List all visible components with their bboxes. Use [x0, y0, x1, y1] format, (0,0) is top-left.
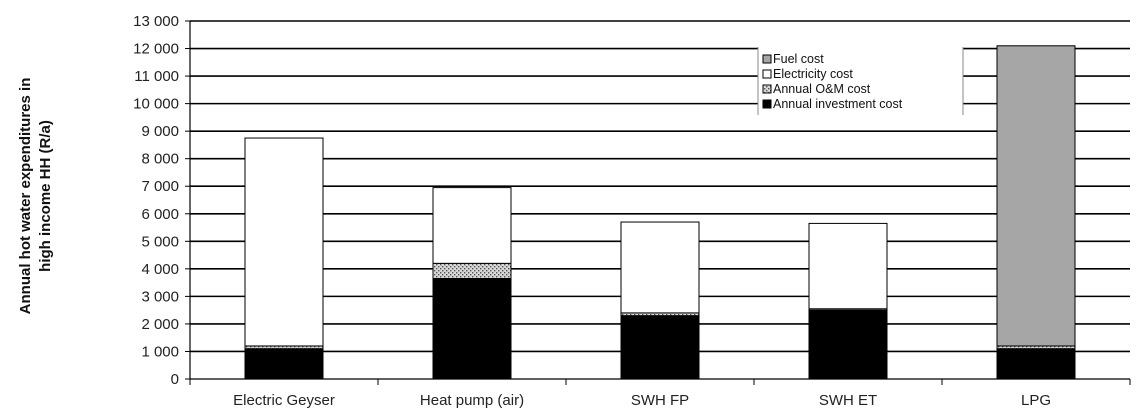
legend-label: Annual investment cost	[773, 97, 903, 111]
bar-segment-electricity-cost	[432, 187, 512, 264]
y-tick-label: 3 000	[141, 288, 179, 305]
y-tick-label: 9 000	[141, 123, 179, 140]
y-tick-label: 7 000	[141, 178, 179, 195]
bar-segment-annual-o-m-cost	[432, 262, 512, 279]
x-category-label: LPG	[1021, 392, 1051, 409]
x-category-label: SWH ET	[819, 392, 877, 409]
y-tick-label: 13 000	[133, 13, 179, 30]
y-tick-label: 8 000	[141, 151, 179, 168]
bar-segment-annual-investment-cost	[808, 309, 888, 380]
x-category-label: Electric Geyser	[233, 392, 335, 409]
x-axis-labels: Electric Geyser Heat pump (air) SWH FP SWH …	[233, 392, 1051, 409]
y-axis-title-line2: high income HH (R/a)	[37, 120, 54, 272]
y-tick-label: 11 000	[134, 68, 179, 85]
x-category-label: Heat pump (air)	[420, 392, 524, 409]
legend-swatch	[762, 69, 772, 79]
y-tick-label: 10 000	[133, 96, 179, 113]
axes	[189, 21, 1131, 385]
legend-swatch	[762, 99, 772, 109]
y-tick-label: 0	[171, 371, 179, 388]
y-tick-label: 1 000	[141, 343, 179, 360]
y-tick-label: 4 000	[141, 261, 179, 278]
legend-label: Fuel cost	[773, 52, 824, 66]
bar-segment-electricity-cost	[808, 222, 888, 310]
bars	[244, 45, 1076, 380]
bar-segment-annual-investment-cost	[620, 315, 700, 380]
legend-label: Annual O&M cost	[773, 82, 871, 96]
bar-segment-annual-investment-cost	[432, 277, 512, 380]
legend-label: Electricity cost	[773, 67, 853, 81]
y-axis-title: Annual hot water expenditures in high in…	[17, 78, 54, 315]
legend-box	[758, 47, 963, 115]
y-axis-ticks: 0 1 000 2 000 3 000 4 000 5 000 6 000 7 000 8 00…	[133, 13, 190, 388]
bar-segment-electricity-cost	[620, 221, 700, 314]
bar-segment-electricity-cost	[244, 137, 324, 347]
bar-segment-fuel-cost	[996, 45, 1076, 347]
y-tick-label: 2 000	[141, 316, 179, 333]
x-category-label: SWH FP	[631, 392, 689, 409]
y-axis-title-line1: Annual hot water expenditures in	[17, 78, 34, 315]
legend-swatch	[762, 54, 772, 64]
bar-segment-annual-investment-cost	[996, 348, 1076, 380]
y-tick-label: 12 000	[133, 41, 179, 58]
y-tick-label: 6 000	[141, 206, 179, 223]
legend-swatch	[762, 84, 772, 94]
bar-segment-annual-investment-cost	[244, 348, 324, 380]
y-tick-label: 5 000	[141, 233, 179, 250]
